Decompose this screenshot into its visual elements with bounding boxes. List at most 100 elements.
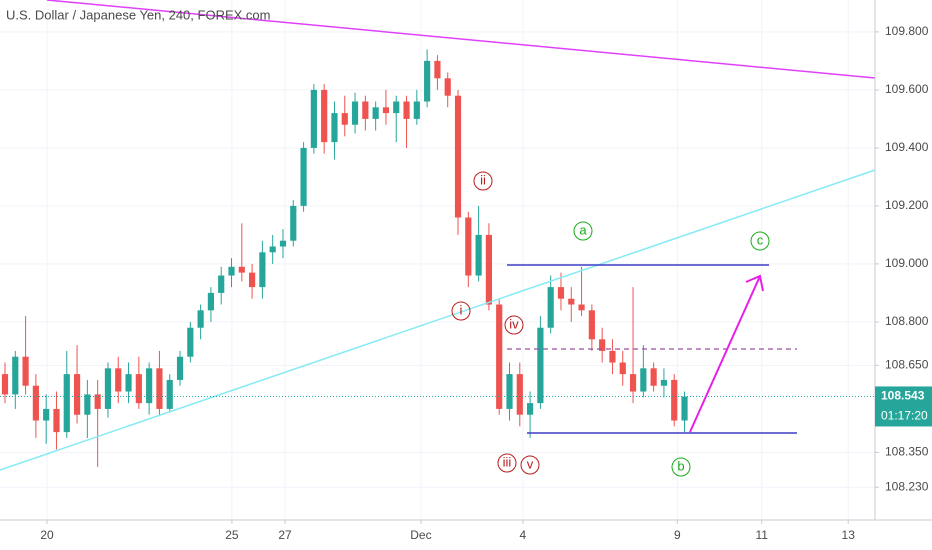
candle-body [671,379,678,421]
candle-body [537,327,544,404]
y-tick-label: 109.800 [885,24,929,38]
candle-body [629,374,637,392]
wave-circle [520,455,540,475]
wave-labels: ii i iv iii v a c b [451,171,770,477]
wave-circle [671,457,691,477]
candle-body [465,217,472,276]
candle-body [197,310,204,328]
x-tick-label: 25 [225,528,239,542]
wave-circle [497,453,517,473]
candle-body [434,60,441,79]
candle-body [321,89,328,143]
candle-body [63,374,70,433]
wave-label: iv [509,316,519,331]
candle-body [331,113,338,143]
axes: 109.800 109.600 109.400 109.200 109.000 108.8… [0,24,932,542]
candle-body [619,362,626,375]
candle-body [496,304,503,409]
candle-body [485,234,492,305]
candle-body [599,339,606,351]
x-tick-label: Dec [410,528,431,542]
candle-body [156,368,163,409]
y-tick-label: 109.600 [885,82,929,96]
candle-body [444,78,451,96]
wave-label: c [757,232,764,247]
candle-body [413,101,420,119]
wave-circle [451,301,471,321]
candle-body [578,304,585,311]
wave-label: a [579,222,587,237]
candle-body [125,374,132,392]
trend-line [0,169,876,471]
candle-body [146,368,153,404]
candle-body [640,368,647,392]
grid [0,0,875,520]
candle-body [310,89,317,148]
candle-body [300,147,307,206]
candle-body [22,356,29,386]
trend-line [46,0,876,79]
wave-circle [504,315,524,335]
candle-body [393,101,400,114]
candle-body [249,272,256,288]
candle-body [73,374,81,415]
candle-body [228,266,235,276]
candle-body [166,379,173,409]
countdown: 01:17:20 [881,409,928,423]
candle-body [681,396,688,421]
candle-body [403,101,410,119]
price-box [875,386,932,427]
candle-body [43,408,50,421]
x-tick-label: 11 [756,528,769,542]
candle-body [104,368,112,409]
candle-body [259,252,266,288]
candle-body [506,374,513,409]
y-tick-label: 108.230 [885,479,929,493]
wave-label: v [527,456,534,471]
candle-body [526,403,534,415]
candle-body [12,356,19,395]
x-tick-label: 20 [40,528,54,542]
candle-body [351,101,359,125]
chart-title: U.S. Dollar / Japanese Yen, 240, FOREX.c… [6,7,270,22]
wave-circle [473,171,493,191]
y-tick-label: 108.650 [885,358,929,372]
candle-body [279,240,287,247]
candle-body [176,356,184,380]
candle-body [547,287,554,328]
drawings: ii i iv iii v a c b [0,0,876,477]
candle-body [362,101,369,119]
candle-body [290,205,297,241]
wave-label: b [677,458,684,473]
x-tick-label: 13 [842,528,856,542]
wave-circle [573,221,593,241]
candle-body [187,327,194,357]
candle-body [382,107,390,114]
candle-body [609,350,616,363]
wave-label: i [460,302,463,317]
candle-body [53,408,60,433]
candle-body [238,266,245,273]
candle-body [341,113,348,125]
candle-body [372,107,379,119]
arrow [689,274,764,433]
y-tick-label: 108.800 [885,314,929,328]
candle-body [454,95,462,218]
candle-body [650,368,657,386]
candle-body [32,385,39,421]
candle-body [269,246,276,253]
candle-body [218,275,225,293]
candle-body [424,60,431,102]
candle-body [660,379,668,386]
y-tick-label: 109.000 [885,256,929,270]
candles [1,49,688,467]
y-tick-label: 109.200 [885,198,929,212]
candle-body [84,394,91,415]
candle-body [516,374,523,415]
candle-body [588,310,595,340]
y-tick-label: 109.400 [885,140,929,154]
candle-body [135,374,142,404]
candle-body [557,287,565,299]
x-tick-label: 4 [520,528,527,542]
